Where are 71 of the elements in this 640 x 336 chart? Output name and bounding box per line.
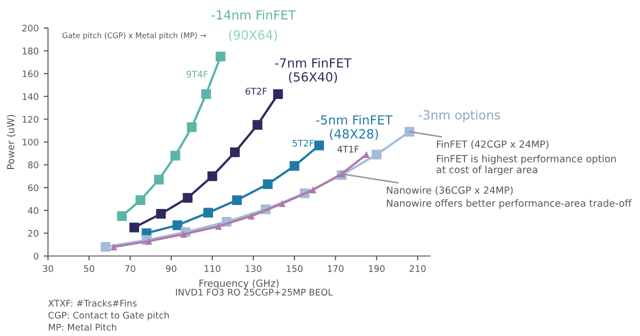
- point: [230, 147, 240, 158]
- point: [262, 179, 273, 190]
- x-tick-label: 70: [125, 265, 136, 272]
- y-tick-label: 140: [22, 93, 38, 100]
- series-label: 5T2F: [292, 140, 314, 147]
- point: [180, 230, 188, 238]
- point: [248, 212, 255, 220]
- point: [145, 238, 152, 245]
- annotation: 4T1F: [337, 146, 359, 152]
- text: CGP: Contact to Gate pitch: [48, 312, 169, 320]
- point: [172, 220, 182, 230]
- x-tick-label: 170: [328, 265, 344, 272]
- point: [252, 120, 262, 130]
- y-tick-label: 180: [22, 48, 38, 54]
- point: [136, 195, 146, 205]
- point: [232, 195, 242, 205]
- point: [156, 208, 166, 219]
- point: [110, 243, 118, 250]
- y-tick-label: 100: [22, 138, 38, 146]
- point: [170, 150, 180, 161]
- text: FinFET is highest performance option at cost of larger area: [436, 154, 616, 176]
- point: [214, 222, 222, 230]
- series-label: 6T2F: [246, 88, 267, 95]
- text: INVD1 FO3 RO 25CGP+25MP BEOL: [176, 288, 333, 296]
- annotation: Nanowire offers better performance-area trade-off: [386, 199, 632, 209]
- annotation: -3nm options: [418, 110, 500, 122]
- y-tick-label: 20: [28, 230, 38, 237]
- series-label: 9T4F: [186, 70, 208, 78]
- annotation: FinFET (42CGP x 24MP): [436, 140, 548, 149]
- y-tick-label: 60: [28, 184, 38, 192]
- x-tick-label: 210: [410, 265, 426, 272]
- point: [186, 122, 197, 132]
- x-tick-label: 110: [204, 265, 220, 272]
- point: [362, 151, 370, 158]
- x-tick-label: 150: [286, 265, 302, 272]
- text: XTXF: #Tracks#Fins: [48, 300, 137, 307]
- y-tick-label: 0: [34, 252, 38, 260]
- x-tick-label: 190: [368, 265, 385, 272]
- x-tick-label: 130: [246, 265, 262, 272]
- annotation: -7nm FinFET (56X40): [275, 58, 352, 84]
- point: [372, 150, 382, 160]
- x-tick-label: 30: [42, 265, 54, 272]
- y-tick-label: 120: [22, 116, 38, 123]
- point: [290, 161, 300, 171]
- point: [117, 211, 127, 221]
- point: [216, 52, 226, 62]
- y-axis-title: Power (uW): [6, 114, 16, 169]
- y-tick-label: 80: [28, 162, 38, 168]
- point: [314, 140, 324, 150]
- point: [182, 193, 193, 203]
- x-axis-title: Frequency (GHz): [200, 279, 279, 289]
- x-tick-label: 50: [84, 265, 94, 272]
- annotation: (90X64): [229, 30, 278, 42]
- annotation: -5nm FinFET (48X28): [316, 114, 393, 140]
- annotation: Nanowire (36CGP x 24MP): [386, 186, 513, 195]
- point: [201, 89, 211, 99]
- point: [207, 171, 218, 182]
- point: [100, 242, 110, 252]
- point: [203, 208, 214, 218]
- x-tick-label: 90: [166, 265, 176, 272]
- point: [154, 174, 164, 184]
- y-tick-label: 40: [28, 207, 38, 214]
- point: [129, 222, 140, 232]
- y-tick-label: 200: [22, 24, 38, 32]
- point: [309, 186, 316, 194]
- point: [273, 89, 283, 99]
- text: MP: Metal Pitch: [48, 324, 116, 331]
- y-tick-label: 160: [22, 70, 38, 78]
- point: [404, 126, 414, 137]
- text: -14nm FinFET: [212, 10, 296, 20]
- point: [278, 200, 286, 208]
